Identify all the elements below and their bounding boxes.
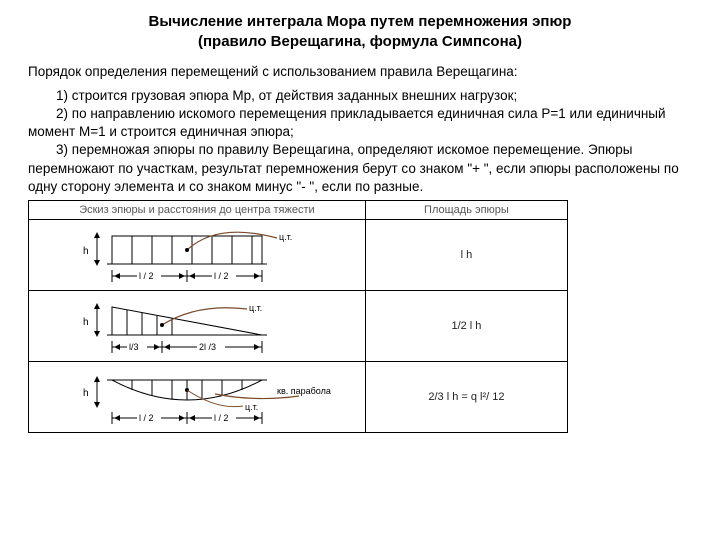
h-label: h (83, 388, 89, 399)
step-1: 1) строится грузовая эпюра Мр, от действ… (28, 87, 692, 105)
cg-label: ц.т. (279, 232, 292, 242)
dim-right: l / 2 (214, 413, 229, 423)
header-left: Эскиз эпюры и расстояния до центра тяжес… (29, 201, 366, 220)
table-row: h ц.т. (29, 291, 568, 362)
table-row: h ц.т. (29, 220, 568, 291)
diagram-parabola: h кв. парабола ц.т. (29, 362, 366, 433)
step-3: 3) перемножая эпюры по правилу Верещагин… (28, 141, 692, 196)
header-right: Площадь эпюры (365, 201, 567, 220)
epure-table: Эскиз эпюры и расстояния до центра тяжес… (28, 200, 568, 433)
h-label: h (83, 317, 89, 328)
dim-left: l / 2 (139, 413, 154, 423)
table-header-row: Эскиз эпюры и расстояния до центра тяжес… (29, 201, 568, 220)
page-title: Вычисление интеграла Мора путем перемнож… (28, 12, 692, 53)
title-line-2: (правило Верещагина, формула Симпсона) (198, 33, 522, 50)
dim-right: 2l /3 (199, 342, 216, 352)
step-2: 2) по направлению искомого перемещения п… (28, 105, 692, 141)
dim-right: l / 2 (214, 271, 229, 281)
extra-label: кв. парабола (277, 386, 331, 396)
area-parabola: 2/3 l h = q l²/ 12 (365, 362, 567, 433)
cg-label: ц.т. (249, 303, 262, 313)
area-triangle: 1/2 l h (365, 291, 567, 362)
diagram-triangle: h ц.т. (29, 291, 366, 362)
area-rectangle: l h (365, 220, 567, 291)
dim-left: l / 2 (139, 271, 154, 281)
h-label: h (83, 246, 89, 257)
title-line-1: Вычисление интеграла Мора путем перемнож… (149, 13, 572, 30)
dim-left: l/3 (129, 342, 139, 352)
cg-label: ц.т. (245, 402, 258, 412)
table-row: h кв. парабола ц.т. (29, 362, 568, 433)
diagram-rectangle: h ц.т. (29, 220, 366, 291)
intro-text: Порядок определения перемещений с исполь… (28, 63, 692, 81)
